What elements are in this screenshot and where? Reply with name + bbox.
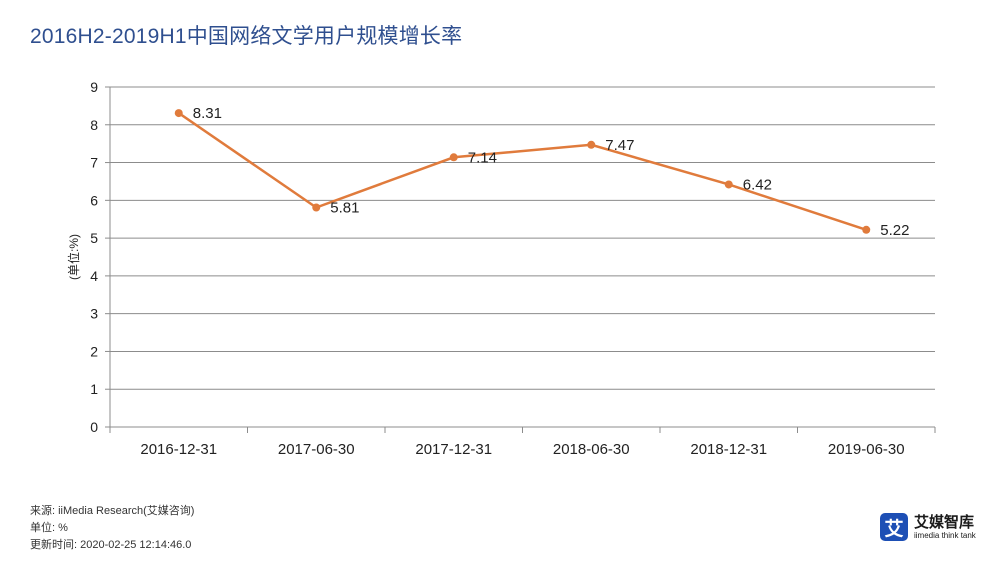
- data-label: 5.22: [880, 222, 909, 239]
- line-chart: 0 1 2 3 4 5 6 7 8 9 2016-12-31 2017-06-30 2017-12-31…: [66, 79, 936, 458]
- source-note: 来源: iiMedia Research(艾媒咨询): [30, 505, 195, 517]
- brand-name: 艾媒智库: [914, 513, 975, 531]
- data-label: 7.47: [605, 137, 634, 154]
- brand-mark-icon: 艾: [880, 513, 908, 541]
- data-point: [449, 153, 458, 162]
- data-point: [724, 180, 733, 189]
- data-label: 7.14: [468, 149, 497, 166]
- unit-note: 单位: %: [30, 522, 68, 534]
- data-label: 5.81: [330, 200, 359, 217]
- x-tick-label: 2016-12-31: [140, 441, 217, 458]
- data-point: [862, 225, 871, 234]
- data-point: [312, 203, 321, 212]
- y-axis-label: (单位:%): [66, 234, 81, 280]
- y-tick-label: 6: [90, 192, 98, 208]
- data-point: [587, 140, 596, 149]
- y-tick-label: 7: [90, 155, 98, 171]
- x-tick-label: 2017-06-30: [278, 441, 355, 458]
- x-tick-label: 2017-12-31: [415, 441, 492, 458]
- brand-tagline: iimedia think tank: [914, 530, 976, 540]
- series-line: [178, 112, 867, 231]
- data-label: 8.31: [193, 105, 222, 122]
- chart-footer: 来源: iiMedia Research(艾媒咨询) 单位: % 更新时间: 2…: [30, 503, 194, 554]
- data-label: 6.42: [743, 176, 772, 193]
- x-tick-label: 2019-06-30: [828, 441, 905, 458]
- y-tick-label: 5: [90, 230, 98, 246]
- brand-logo: 艾 艾媒智库 iimedia think tank: [880, 513, 976, 541]
- y-tick-label: 8: [90, 117, 98, 133]
- y-tick-label: 4: [90, 268, 98, 284]
- y-tick-label: 1: [90, 381, 98, 397]
- data-point: [174, 109, 183, 118]
- y-tick-label: 2: [90, 343, 98, 359]
- x-tick-label: 2018-12-31: [690, 441, 767, 458]
- chart-title: 2016H2-2019H1中国网络文学用户规模增长率: [30, 25, 463, 48]
- updated-note: 更新时间: 2020-02-25 12:14:46.0: [30, 539, 192, 551]
- x-tick-label: 2018-06-30: [553, 441, 630, 458]
- y-tick-label: 3: [90, 306, 98, 322]
- y-tick-label: 9: [90, 79, 98, 95]
- y-tick-label: 0: [90, 419, 98, 435]
